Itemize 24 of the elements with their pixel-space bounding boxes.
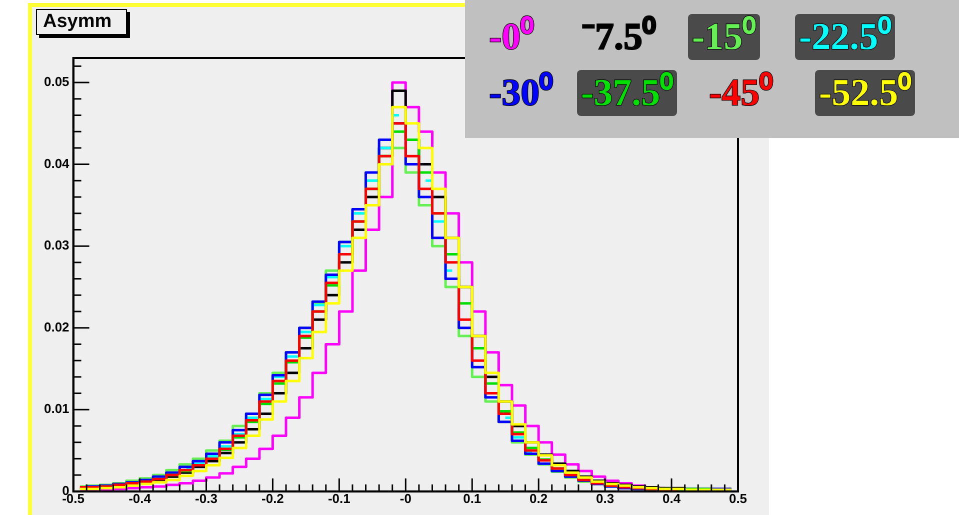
text: -37.5⁰: [577, 70, 678, 116]
x-tick-label: -0.4: [128, 490, 152, 506]
y-tick-label: 0.02: [44, 319, 70, 334]
text: -22.5⁰: [795, 14, 896, 60]
y-tick-label: 0.01: [44, 401, 70, 416]
x-tick-label: 0.1: [463, 490, 482, 506]
x-tick-label: -0.3: [195, 490, 218, 506]
x-tick-label: 0.4: [662, 490, 682, 506]
x-tick-label: -0: [400, 490, 412, 506]
x-tick-label: 0.2: [530, 490, 548, 506]
text: ⁻7.5⁰: [581, 15, 657, 60]
y-tick-label: 0.04: [44, 156, 70, 171]
text: -15⁰: [688, 14, 760, 60]
x-tick-label: -0.1: [328, 490, 350, 506]
x-tick-label: -0.2: [262, 490, 284, 506]
text: -30⁰: [488, 71, 554, 116]
text: -52.5⁰: [815, 70, 916, 116]
text: -45⁰: [708, 71, 774, 116]
y-tick-label: 0.05: [44, 74, 70, 90]
y-tick-label: 0.03: [44, 238, 70, 253]
text: -0⁰: [488, 15, 535, 60]
x-tick-label: 0.5: [728, 490, 748, 506]
x-tick-label: 0.3: [596, 490, 614, 506]
chart-title: Asymm: [36, 9, 127, 35]
